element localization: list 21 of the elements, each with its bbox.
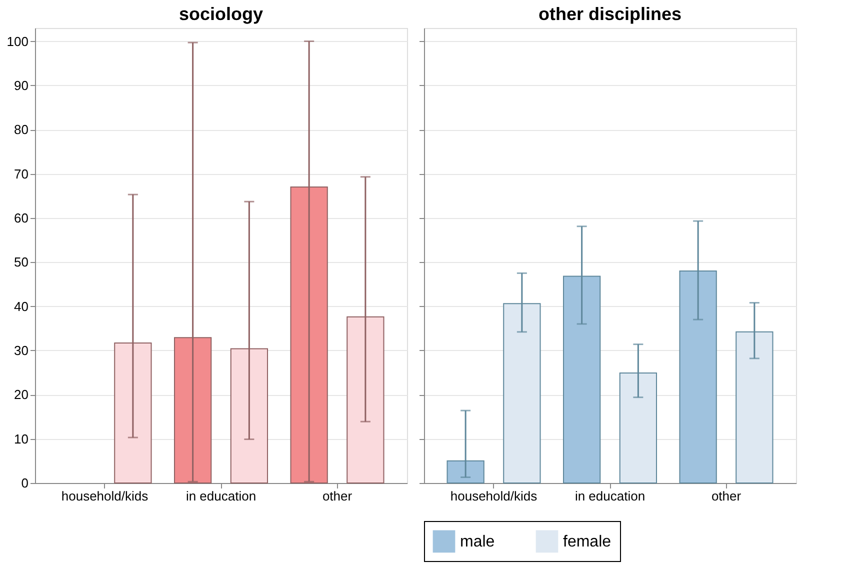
x-tick-label: in education	[186, 488, 256, 504]
y-tick-label: 60	[14, 210, 28, 226]
chart-title: sociology	[178, 4, 264, 24]
legend-label: male	[460, 533, 495, 550]
y-tick-label: 40	[14, 298, 28, 314]
y-tick-label: 70	[14, 166, 28, 182]
y-tick-label: 50	[14, 254, 28, 270]
y-tick-label: 20	[14, 387, 28, 402]
y-tick-label: 10	[14, 431, 28, 446]
y-tick-label: 0	[21, 476, 28, 490]
x-tick-label: in education	[574, 488, 646, 504]
y-tick-label: 90	[14, 78, 28, 93]
legend-label: female	[563, 533, 612, 550]
x-tick-label: household/kids	[450, 488, 538, 504]
y-tick-label: 30	[14, 342, 28, 358]
x-tick-label: other	[711, 488, 742, 504]
x-tick-label: household/kids	[61, 488, 149, 504]
chart-title: other disciplines	[538, 4, 682, 24]
y-tick-label: 100	[6, 34, 28, 49]
x-tick-label: other	[322, 488, 353, 504]
y-tick-label: 80	[14, 122, 28, 138]
